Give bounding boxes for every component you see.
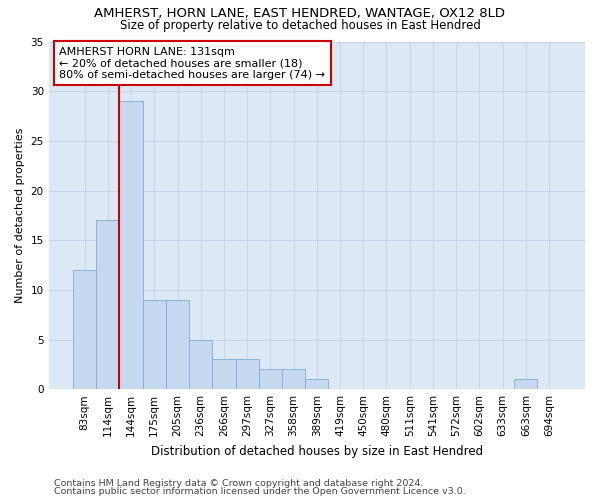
Text: Contains HM Land Registry data © Crown copyright and database right 2024.: Contains HM Land Registry data © Crown c… bbox=[54, 478, 424, 488]
Text: Contains public sector information licensed under the Open Government Licence v3: Contains public sector information licen… bbox=[54, 487, 466, 496]
Bar bbox=[282, 370, 305, 389]
Bar bbox=[212, 360, 236, 389]
Bar bbox=[119, 101, 143, 389]
Text: AMHERST, HORN LANE, EAST HENDRED, WANTAGE, OX12 8LD: AMHERST, HORN LANE, EAST HENDRED, WANTAG… bbox=[95, 8, 505, 20]
Text: AMHERST HORN LANE: 131sqm
← 20% of detached houses are smaller (18)
80% of semi-: AMHERST HORN LANE: 131sqm ← 20% of detac… bbox=[59, 46, 325, 80]
Bar bbox=[73, 270, 96, 389]
Bar bbox=[143, 300, 166, 389]
Text: Size of property relative to detached houses in East Hendred: Size of property relative to detached ho… bbox=[119, 18, 481, 32]
Bar bbox=[236, 360, 259, 389]
X-axis label: Distribution of detached houses by size in East Hendred: Distribution of detached houses by size … bbox=[151, 444, 483, 458]
Bar bbox=[166, 300, 189, 389]
Bar bbox=[189, 340, 212, 389]
Bar bbox=[96, 220, 119, 389]
Y-axis label: Number of detached properties: Number of detached properties bbox=[15, 128, 25, 303]
Bar bbox=[514, 379, 538, 389]
Bar bbox=[305, 379, 328, 389]
Bar bbox=[259, 370, 282, 389]
